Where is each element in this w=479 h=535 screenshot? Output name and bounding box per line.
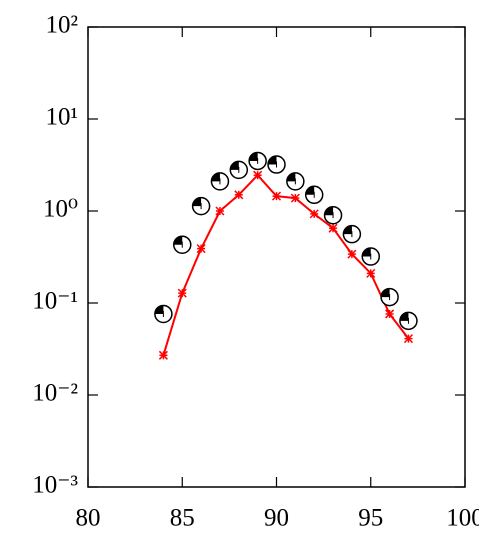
data-point — [267, 155, 286, 174]
marker-fill — [173, 236, 183, 245]
marker-fill — [230, 161, 239, 170]
data-point — [253, 170, 263, 180]
data-point — [234, 190, 244, 200]
data-point — [304, 185, 324, 205]
marker-fill — [343, 225, 352, 235]
marker-fill — [381, 288, 390, 298]
data-point — [328, 223, 338, 233]
data-point — [191, 196, 211, 216]
data-point — [229, 160, 249, 180]
marker-fill — [154, 305, 164, 314]
y-tick-label: 10² — [46, 12, 79, 39]
marker-fill — [305, 186, 315, 195]
y-tick-label: 10⁻² — [32, 380, 78, 407]
x-tick-label: 85 — [170, 505, 195, 532]
data-point — [271, 191, 282, 201]
marker-fill — [324, 206, 334, 216]
data-point — [177, 288, 187, 298]
data-point — [286, 172, 305, 191]
x-tick-label: 100 — [446, 505, 479, 532]
data-point — [342, 224, 362, 244]
marker-fill — [362, 248, 371, 257]
x-tick-label: 80 — [76, 505, 101, 532]
data-point — [290, 193, 300, 203]
data-point — [361, 247, 380, 266]
data-point — [158, 350, 168, 360]
data-point — [385, 309, 395, 319]
marker-fill — [249, 152, 258, 161]
data-point — [173, 235, 192, 254]
data-point — [248, 151, 267, 171]
data-point — [347, 249, 357, 259]
data-point — [196, 244, 206, 254]
marker-fill — [192, 197, 202, 207]
x-tick-label: 90 — [264, 505, 289, 532]
y-tick-label: 10¹ — [46, 104, 79, 131]
data-point — [366, 268, 376, 278]
data-point — [380, 287, 399, 307]
data-point — [215, 206, 225, 216]
data-point — [403, 334, 413, 344]
y-tick-label: 10⁰ — [43, 196, 78, 223]
data-point — [154, 304, 173, 324]
y-tick-label: 10⁻¹ — [32, 288, 78, 315]
marker-fill — [286, 172, 296, 182]
data-point — [309, 209, 319, 219]
data-point — [323, 205, 343, 225]
data-point — [399, 311, 418, 331]
marker-fill — [268, 156, 277, 165]
data-point — [210, 172, 230, 191]
x-tick-label: 95 — [358, 505, 383, 532]
marker-fill — [211, 172, 220, 182]
marker-fill — [399, 312, 409, 321]
y-tick-label: 10⁻³ — [32, 472, 78, 499]
plot-frame — [87, 26, 466, 488]
